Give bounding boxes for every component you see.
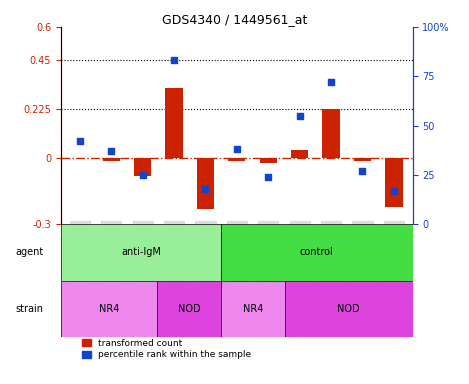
Text: anti-IgM: anti-IgM [121,247,161,257]
Text: NR4: NR4 [99,304,119,314]
Bar [291,150,308,158]
Legend: transformed count, percentile rank within the sample: transformed count, percentile rank withi… [78,335,255,363]
Point [265,174,272,180]
FancyBboxPatch shape [61,224,221,280]
Text: GDS4340 / 1449561_at: GDS4340 / 1449561_at [162,13,307,26]
Point [233,146,241,152]
Text: control: control [300,247,333,257]
Bar [103,158,120,161]
Bar [260,158,277,163]
Point [107,148,115,154]
FancyBboxPatch shape [221,224,413,280]
Bar [134,158,151,176]
Bar [385,158,402,207]
FancyBboxPatch shape [61,280,157,337]
FancyBboxPatch shape [157,280,221,337]
Point [296,113,303,119]
Point [202,185,209,192]
Text: NOD: NOD [178,304,200,314]
Text: agent: agent [15,247,43,257]
Text: strain: strain [15,304,43,314]
Bar [197,158,214,209]
Bar [354,158,371,161]
Text: NOD: NOD [338,304,360,314]
FancyBboxPatch shape [221,280,285,337]
Point [76,138,83,144]
Point [359,168,366,174]
Point [139,172,146,178]
Point [170,57,178,63]
Text: NR4: NR4 [242,304,263,314]
Bar [228,158,245,161]
Point [390,187,398,194]
Bar [166,88,182,158]
Point [327,79,335,85]
FancyBboxPatch shape [285,280,413,337]
Bar [322,109,340,158]
